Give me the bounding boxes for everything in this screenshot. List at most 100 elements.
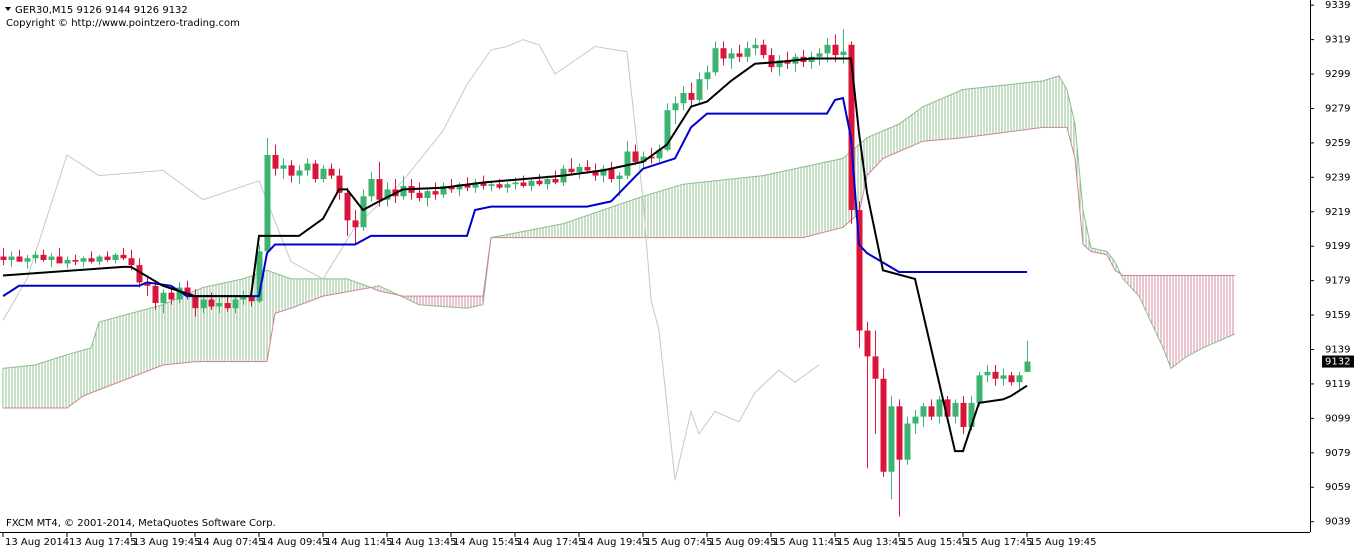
candle-body (32, 254, 39, 259)
candle-body (136, 265, 143, 283)
candle-body (976, 375, 983, 403)
candle-body (704, 72, 711, 80)
candle-body (184, 287, 191, 297)
candle-body (400, 185, 407, 197)
x-tick-label: 14 Aug 11:45 (325, 537, 392, 548)
candle-body (224, 303, 231, 309)
candle-body (616, 175, 623, 180)
candle-body (760, 44, 767, 56)
plot-area (0, 29, 1236, 517)
candle-body (56, 256, 63, 264)
candle-body (96, 256, 103, 262)
candle-body (736, 53, 743, 57)
candle-body (752, 44, 759, 49)
candle-body (360, 196, 367, 228)
candle-body (192, 296, 199, 309)
candle-body (728, 53, 735, 59)
x-tick-label: 15 Aug 17:45 (965, 537, 1032, 548)
candle-body (448, 185, 455, 190)
candle-body (456, 184, 463, 190)
candle-body (712, 48, 719, 73)
y-tick-label: 9199 (1325, 241, 1350, 252)
candle-body (848, 44, 855, 211)
candle-body (624, 151, 631, 176)
y-tick-label: 9039 (1325, 517, 1350, 528)
candle-body (368, 179, 375, 197)
x-tick-label: 13 Aug 17:45 (69, 537, 136, 548)
candle-body (72, 259, 79, 262)
candle-body (520, 182, 527, 186)
candle-body (464, 184, 471, 188)
y-tick-label: 9139 (1325, 345, 1350, 356)
y-tick-label: 9299 (1325, 69, 1350, 80)
candle-body (648, 156, 655, 159)
candle-body (1008, 375, 1015, 383)
candle-body (312, 163, 319, 180)
candle-body (688, 92, 695, 100)
candle-body (960, 402, 967, 427)
x-tick-label: 13 Aug 19:45 (133, 537, 200, 548)
candle-body (896, 406, 903, 460)
price-label: 9132 (1325, 357, 1350, 368)
candle-body (328, 168, 335, 176)
candle-body (936, 399, 943, 417)
y-tick-label: 9119 (1325, 379, 1350, 390)
candle-body (496, 184, 503, 188)
candle-body (992, 371, 999, 379)
y-tick-label: 9099 (1325, 413, 1350, 424)
candle-body (304, 163, 311, 171)
x-tick-label: 15 Aug 09:45 (709, 537, 776, 548)
y-tick-label: 9059 (1325, 482, 1350, 493)
candle-body (144, 282, 151, 286)
x-tick-label: 15 Aug 07:45 (645, 537, 712, 548)
candle-body (576, 167, 583, 173)
candle-body (352, 220, 359, 228)
candle-body (568, 168, 575, 173)
candle-body (904, 423, 911, 460)
candle-body (376, 179, 383, 200)
candle-body (880, 378, 887, 472)
copyright: Copyright © http://www.pointzero-trading… (6, 18, 240, 29)
y-tick-label: 9319 (1325, 35, 1350, 46)
candle-body (48, 256, 55, 260)
candle-body (872, 356, 879, 379)
chikou-span (2, 39, 820, 481)
candle-body (984, 371, 991, 376)
candle-body (216, 303, 223, 307)
candle-body (768, 55, 775, 68)
y-tick-label: 9219 (1325, 207, 1350, 218)
candle-body (816, 53, 823, 57)
x-tick-label: 15 Aug 19:45 (1029, 537, 1096, 548)
y-tick-label: 9339 (1325, 0, 1350, 11)
candle-body (320, 168, 327, 180)
menu-triangle[interactable] (5, 7, 11, 11)
candle-body (160, 292, 167, 304)
x-tick-label: 14 Aug 13:45 (389, 537, 456, 548)
candle-body (0, 256, 7, 260)
candle-body (672, 103, 679, 111)
candle-body (888, 406, 895, 472)
candle-body (200, 299, 207, 309)
candle-body (912, 416, 919, 424)
x-tick-label: 15 Aug 13:45 (837, 537, 904, 548)
candle-body (864, 330, 871, 357)
candle-body (104, 256, 111, 260)
chart-title: GER30,M15 9126 9144 9126 9132 (15, 5, 188, 16)
candle-body (680, 92, 687, 104)
candle-body (584, 167, 591, 171)
candle-body (416, 192, 423, 198)
candle-body (256, 251, 263, 302)
candle-body (632, 151, 639, 162)
x-tick-label: 15 Aug 15:45 (901, 537, 968, 548)
candle-body (384, 189, 391, 200)
candle-body (344, 192, 351, 221)
x-tick-label: 14 Aug 07:45 (197, 537, 264, 548)
x-tick-label: 14 Aug 15:45 (453, 537, 520, 548)
y-tick-label: 9079 (1325, 448, 1350, 459)
candle-body (440, 185, 447, 195)
x-tick-label: 13 Aug 2014 (5, 537, 69, 548)
x-tick-label: 15 Aug 11:45 (773, 537, 840, 548)
x-tick-label: 14 Aug 17:45 (517, 537, 584, 548)
candle-body (288, 165, 295, 176)
